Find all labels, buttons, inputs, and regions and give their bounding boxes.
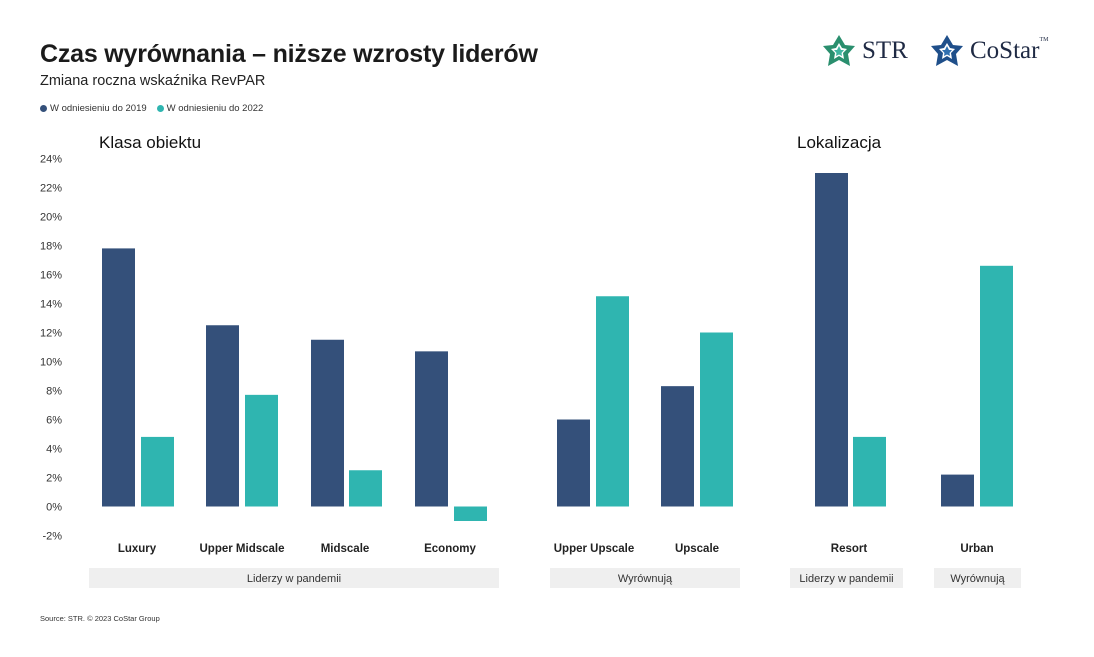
bar-midscale-2022 — [349, 470, 382, 507]
group-band — [89, 568, 499, 588]
bar-upper-upscale-2019 — [557, 419, 590, 507]
bar-upscale-2019 — [661, 386, 694, 507]
bar-resort-2022 — [853, 436, 886, 507]
y-tick-label: 16% — [40, 270, 62, 282]
x-tick-label: Upper Midscale — [200, 543, 285, 555]
legend-item-2022: W odniesieniu do 2022 — [156, 103, 264, 114]
y-tick-label: 8% — [46, 386, 62, 398]
y-tick-label: 2% — [46, 473, 62, 485]
x-tick-label: Upscale — [675, 543, 719, 555]
bar-urban-2022 — [980, 265, 1013, 507]
legend-label-2022: W odniesieniu do 2022 — [166, 103, 264, 114]
y-tick-label: 12% — [40, 328, 62, 340]
y-tick-label: 0% — [46, 502, 62, 514]
str-logo-text: STR — [862, 37, 908, 64]
y-tick-label: 10% — [40, 357, 62, 369]
y-tick-label: -2% — [42, 531, 62, 543]
costar-logo: CoStarTM — [930, 34, 1048, 68]
bar-luxury-2022 — [141, 436, 174, 507]
bar-upper-midscale-2019 — [206, 325, 239, 507]
x-tick-label: Resort — [831, 543, 868, 555]
group-band — [934, 568, 1021, 588]
str-logo: STR — [822, 34, 908, 68]
source-note: Source: STR. © 2023 CoStar Group — [40, 614, 160, 623]
costar-logo-icon — [931, 35, 963, 66]
section-title-property-class: Klasa obiektu — [99, 133, 202, 152]
group-band-label: Wyrównują — [950, 573, 1005, 585]
section-title-location: Lokalizacja — [797, 133, 882, 152]
legend-swatch-2019 — [40, 105, 47, 112]
y-tick-label: 4% — [46, 444, 62, 456]
bar-midscale-2019 — [311, 339, 344, 507]
group-band — [790, 568, 903, 588]
bar-upscale-2022 — [700, 332, 733, 507]
group-band-label: Liderzy w pandemii — [799, 573, 893, 585]
bars — [102, 173, 1013, 521]
legend-label-2019: W odniesieniu do 2019 — [50, 103, 147, 114]
bar-upper-midscale-2022 — [245, 394, 278, 507]
bar-economy-2022 — [454, 506, 487, 521]
group-band-label: Wyrównują — [618, 573, 673, 585]
y-tick-label: 14% — [40, 299, 62, 311]
bar-urban-2019 — [941, 474, 974, 507]
bar-economy-2019 — [415, 351, 448, 507]
x-tick-label: Midscale — [321, 543, 370, 555]
x-tick-label: Luxury — [118, 543, 157, 555]
y-tick-label: 20% — [40, 212, 62, 224]
str-logo-icon — [823, 35, 855, 66]
x-tick-label: Economy — [424, 543, 476, 555]
y-axis: -2% 0% 2% 4% 6% 8% 10% 12% 14% 16% 18% 20% 22% 24% — [40, 154, 62, 543]
x-tick-label: Urban — [960, 543, 993, 555]
legend-item-2019: W odniesieniu do 2019 — [40, 103, 147, 114]
legend: W odniesieniu do 2019 W odniesieniu do 2… — [40, 103, 263, 114]
x-axis-labels: Luxury Upper Midscale Midscale Economy Upper… — [118, 543, 994, 555]
x-tick-label: Upper Upscale — [554, 543, 635, 555]
y-tick-label: 22% — [40, 183, 62, 195]
legend-swatch-2022 — [156, 105, 164, 112]
y-tick-label: 24% — [40, 154, 62, 166]
group-band-label: Liderzy w pandemii — [247, 573, 341, 585]
group-bands: Liderzy w pandemii Wyrównują Liderzy w pan… — [89, 568, 1021, 588]
group-band — [550, 568, 740, 588]
bar-resort-2019 — [815, 173, 848, 507]
chart-title: Czas wyrównania – niższe wzrosty liderów — [40, 40, 538, 68]
y-tick-label: 6% — [46, 415, 62, 427]
bar-upper-upscale-2022 — [596, 296, 629, 507]
bar-luxury-2019 — [102, 248, 135, 507]
y-tick-label: 18% — [40, 241, 62, 253]
chart-subtitle: Zmiana roczna wskaźnika RevPAR — [40, 73, 266, 89]
costar-logo-text: CoStarTM — [970, 37, 1049, 64]
